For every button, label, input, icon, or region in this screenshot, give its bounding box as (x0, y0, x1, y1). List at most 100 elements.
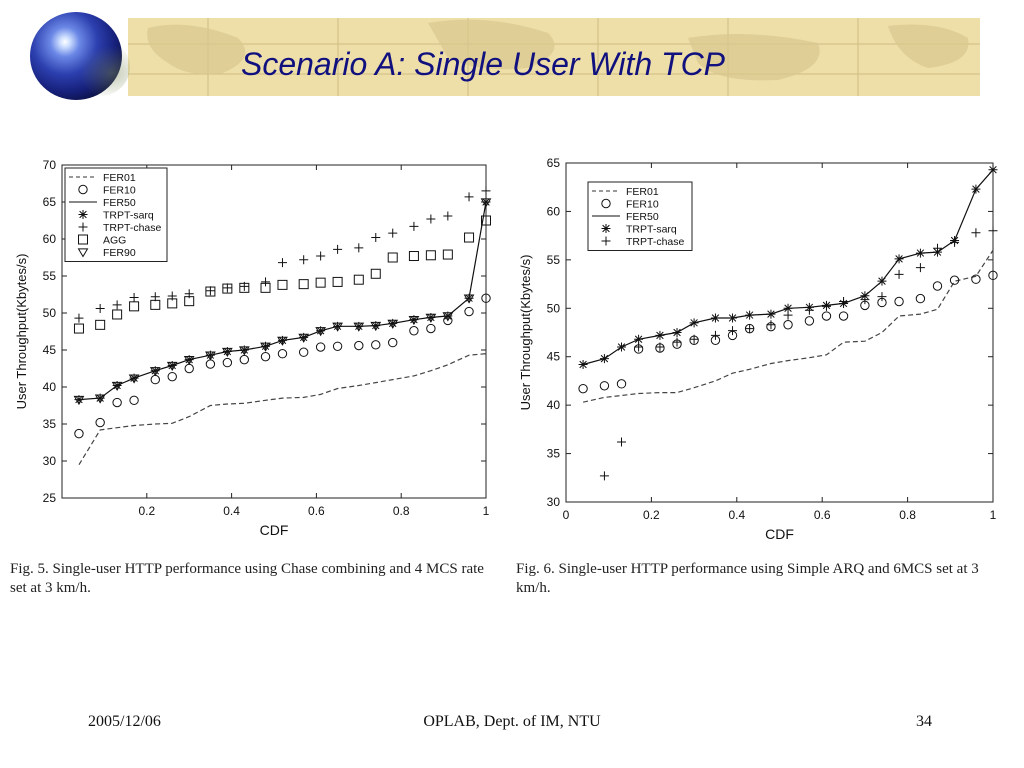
point-agg (260, 282, 271, 293)
point-trpt-sarq (277, 335, 287, 345)
point-agg (481, 215, 491, 226)
line-fer01 (582, 249, 994, 403)
point-trpt-chase (766, 320, 776, 330)
point-trpt-chase (316, 251, 326, 261)
y-tick-label: 45 (547, 350, 561, 364)
point-fer10 (205, 359, 216, 369)
series-trpt-sarq (578, 165, 998, 369)
point-fer10 (260, 351, 271, 362)
point-fer90 (298, 333, 310, 343)
point-fer90 (370, 321, 382, 332)
point-trpt-chase (150, 292, 160, 302)
legend-label-fer50: FER50 (626, 211, 659, 223)
point-fer10 (95, 417, 105, 428)
point-agg (73, 323, 84, 334)
legend: FER01FER10FER50TRPT-sarqTRPT-chaseAGGFER… (64, 167, 168, 262)
series-fer10 (578, 270, 998, 394)
series-fer01 (582, 249, 994, 403)
point-trpt-sarq (672, 328, 682, 337)
point-fer10 (426, 323, 436, 334)
slide-title: Scenario A: Single User With TCP (240, 46, 726, 82)
point-fer10 (277, 349, 288, 359)
point-trpt-chase (426, 214, 436, 224)
point-fer10 (821, 311, 832, 321)
point-trpt-chase (728, 326, 738, 336)
point-fer10 (616, 379, 627, 389)
x-tick-label: 0.4 (223, 504, 240, 518)
point-fer90 (353, 322, 365, 332)
legend-sample-trpt-sarq (601, 224, 611, 233)
point-fer10 (222, 357, 233, 368)
point-agg (184, 296, 195, 307)
y-tick-label: 40 (43, 380, 57, 394)
point-trpt-chase (710, 330, 720, 340)
point-agg (222, 283, 233, 294)
point-trpt-chase (915, 263, 925, 273)
x-tick-label: 0.8 (899, 508, 916, 522)
y-tick-label: 50 (43, 306, 57, 320)
point-fer90 (111, 381, 123, 392)
point-fer10 (915, 293, 926, 304)
point-fer10 (949, 275, 960, 285)
x-axis-label: CDF (260, 522, 289, 538)
point-trpt-chase (617, 437, 627, 447)
point-trpt-sarq (464, 293, 474, 303)
point-fer10 (167, 371, 177, 382)
point-trpt-chase (860, 295, 870, 305)
plot-frame (565, 162, 994, 503)
y-axis-label: User Throughput(Kbytes/s) (14, 254, 29, 410)
point-fer90 (463, 294, 475, 304)
point-agg (112, 309, 123, 320)
point-trpt-sarq (689, 318, 699, 328)
point-trpt-chase (409, 221, 419, 231)
x-tick-label: 0.2 (138, 504, 155, 518)
point-fer10 (184, 363, 194, 374)
point-trpt-sarq (316, 326, 326, 336)
point-fer90 (442, 312, 454, 322)
point-fer90 (94, 394, 106, 404)
point-trpt-chase (599, 471, 609, 481)
point-trpt-chase (481, 186, 491, 196)
x-tick-label: 1 (483, 504, 490, 518)
point-fer10 (894, 296, 904, 307)
point-trpt-chase (672, 337, 682, 347)
point-trpt-chase (689, 334, 699, 344)
point-trpt-chase (443, 211, 453, 221)
point-fer90 (221, 347, 233, 357)
chart-fig5: 25 30 35 40 45 50 55 60 65 70 0.2 0.4 0.6 0.8 1 CDF User… (14, 158, 492, 538)
point-trpt-sarq (74, 395, 84, 405)
point-trpt-sarq (150, 366, 160, 376)
point-agg (442, 249, 453, 260)
point-fer10 (332, 341, 343, 352)
footer-organization: OPLAB, Dept. of IM, NTU (423, 713, 601, 730)
point-fer90 (238, 346, 250, 356)
point-trpt-chase (655, 342, 665, 352)
point-trpt-sarq (239, 345, 249, 355)
y-tick-label: 40 (547, 398, 561, 412)
point-fer10 (838, 311, 849, 321)
point-fer10 (315, 342, 326, 352)
point-fer10 (464, 306, 474, 317)
point-agg (425, 250, 436, 261)
x-tick-label: 0.6 (814, 508, 831, 522)
point-trpt-sarq (333, 321, 343, 331)
point-fer90 (425, 313, 437, 323)
point-fer10 (932, 281, 943, 291)
y-tick-label: 45 (43, 343, 57, 357)
y-axis-label: User Throughput(Kbytes/s) (518, 255, 533, 411)
point-fer90 (277, 336, 288, 346)
point-trpt-sarq (578, 359, 588, 369)
point-trpt-sarq (112, 381, 122, 391)
point-trpt-sarq (388, 318, 398, 328)
point-trpt-chase (932, 243, 942, 253)
point-agg (239, 282, 250, 293)
point-fer10 (971, 274, 981, 284)
y-tick-label: 60 (43, 232, 57, 246)
point-fer10 (988, 270, 998, 281)
point-trpt-chase (95, 304, 105, 314)
point-trpt-sarq (745, 310, 755, 320)
point-fer90 (149, 367, 161, 377)
point-trpt-sarq (988, 165, 998, 175)
point-fer90 (260, 342, 271, 352)
